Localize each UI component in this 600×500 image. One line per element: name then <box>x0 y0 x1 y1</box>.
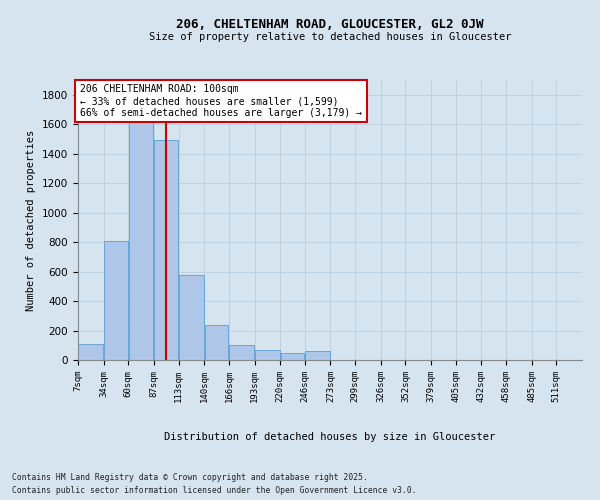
Text: Contains public sector information licensed under the Open Government Licence v3: Contains public sector information licen… <box>12 486 416 495</box>
Text: Contains HM Land Registry data © Crown copyright and database right 2025.: Contains HM Land Registry data © Crown c… <box>12 472 368 482</box>
Text: 206, CHELTENHAM ROAD, GLOUCESTER, GL2 0JW: 206, CHELTENHAM ROAD, GLOUCESTER, GL2 0J… <box>176 18 484 30</box>
Bar <box>154 140 178 360</box>
Bar <box>281 352 304 360</box>
Bar <box>205 324 229 360</box>
Bar <box>229 346 254 360</box>
Y-axis label: Number of detached properties: Number of detached properties <box>26 130 37 310</box>
Bar <box>79 344 103 360</box>
Bar <box>305 351 330 360</box>
Text: 206 CHELTENHAM ROAD: 100sqm
← 33% of detached houses are smaller (1,599)
66% of : 206 CHELTENHAM ROAD: 100sqm ← 33% of det… <box>80 84 362 117</box>
Text: Size of property relative to detached houses in Gloucester: Size of property relative to detached ho… <box>149 32 511 42</box>
Bar <box>129 92 154 360</box>
Bar <box>179 274 204 360</box>
Bar <box>104 240 128 360</box>
Text: Distribution of detached houses by size in Gloucester: Distribution of detached houses by size … <box>164 432 496 442</box>
Bar <box>255 350 280 360</box>
